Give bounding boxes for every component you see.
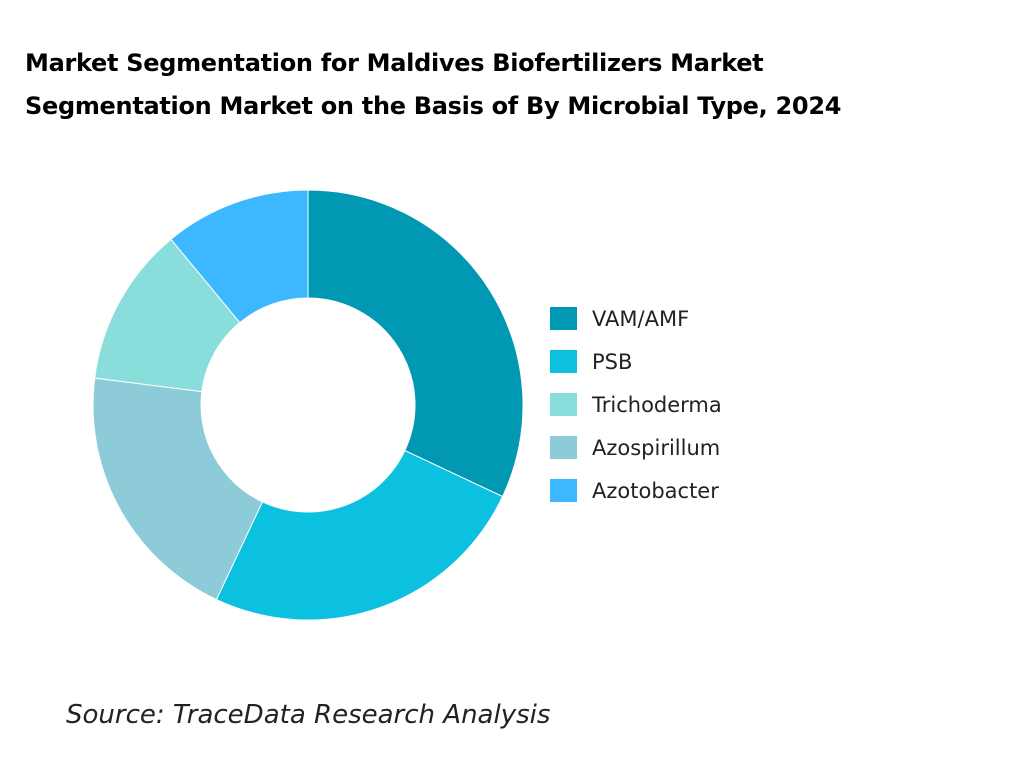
legend-label: PSB xyxy=(592,349,633,374)
legend-item: Azotobacter xyxy=(550,469,722,512)
legend-item: Trichoderma xyxy=(550,383,722,426)
legend-label: Azospirillum xyxy=(592,435,721,460)
title-line-1: Market Segmentation for Maldives Biofert… xyxy=(25,49,764,77)
slice-psb xyxy=(215,449,504,621)
legend-label: Azotobacter xyxy=(592,478,719,503)
legend-label: VAM/AMF xyxy=(592,306,690,331)
legend-swatch xyxy=(550,479,577,502)
legend-swatch xyxy=(550,350,577,373)
legend-swatch xyxy=(550,307,577,330)
title-line-2: Segmentation Market on the Basis of By M… xyxy=(25,92,842,120)
slice-azospirillum xyxy=(92,377,264,601)
legend-item: Azospirillum xyxy=(550,426,722,469)
legend-item: VAM/AMF xyxy=(550,297,722,340)
chart-title: Market Segmentation for Maldives Biofert… xyxy=(25,42,841,128)
source-note: Source: TraceData Research Analysis xyxy=(66,700,551,730)
slice-vam-amf xyxy=(307,189,524,498)
legend-swatch xyxy=(550,436,577,459)
legend-label: Trichoderma xyxy=(592,392,722,417)
legend-swatch xyxy=(550,393,577,416)
legend-item: PSB xyxy=(550,340,722,383)
slice-azotobacter xyxy=(170,189,309,324)
legend: VAM/AMF PSB Trichoderma Azospirillum Azotoba… xyxy=(550,297,722,512)
